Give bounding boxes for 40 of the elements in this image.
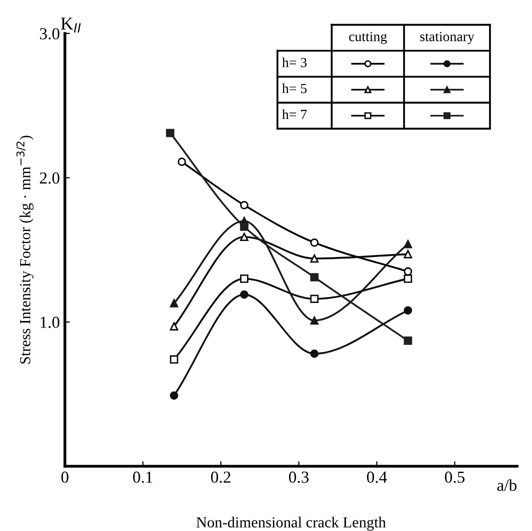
point: [310, 294, 319, 304]
point: [240, 290, 248, 299]
point: [240, 200, 248, 210]
y-axis-title: Stress Intensity Foctor (kg · mm$^{−3/2}$): [16, 136, 34, 364]
annotation: h= 5: [282, 83, 307, 94]
y-tick-label: 3.0: [40, 28, 60, 40]
point: [404, 274, 412, 283]
point: [310, 254, 319, 263]
annotation: h= 7: [282, 109, 307, 120]
point: [240, 274, 248, 283]
point: [166, 128, 174, 138]
point: [310, 273, 319, 282]
point: [170, 299, 178, 308]
text: a/b: [497, 479, 516, 491]
point: [404, 306, 412, 315]
point: [240, 222, 248, 231]
point: [310, 350, 319, 358]
point: [170, 322, 178, 330]
y-tick-label: 1.0: [40, 316, 60, 328]
x-tick-label: 0.1: [133, 472, 152, 483]
point: [170, 355, 178, 364]
point: [178, 158, 186, 166]
x-tick-label: 0.5: [444, 472, 464, 483]
x-tick-label: 0.3: [289, 472, 309, 483]
y-tick-label: 2.0: [40, 172, 60, 184]
point: [310, 238, 319, 247]
point: [310, 316, 319, 325]
x-axis-title: Non-dimensional crack Length: [196, 516, 386, 531]
x-tick-label: 0: [61, 472, 68, 483]
point: [404, 240, 412, 248]
x-tick-label: 0.2: [211, 472, 230, 483]
point: [240, 232, 248, 242]
annotation: cutting: [349, 32, 387, 44]
point: [170, 391, 178, 400]
text: K$_{II}$: [60, 18, 81, 32]
annotation: stationary: [420, 32, 474, 44]
point: [404, 250, 412, 258]
x-tick-label: 0.4: [366, 472, 387, 483]
annotation: h= 3: [282, 57, 307, 68]
point: [404, 336, 412, 345]
